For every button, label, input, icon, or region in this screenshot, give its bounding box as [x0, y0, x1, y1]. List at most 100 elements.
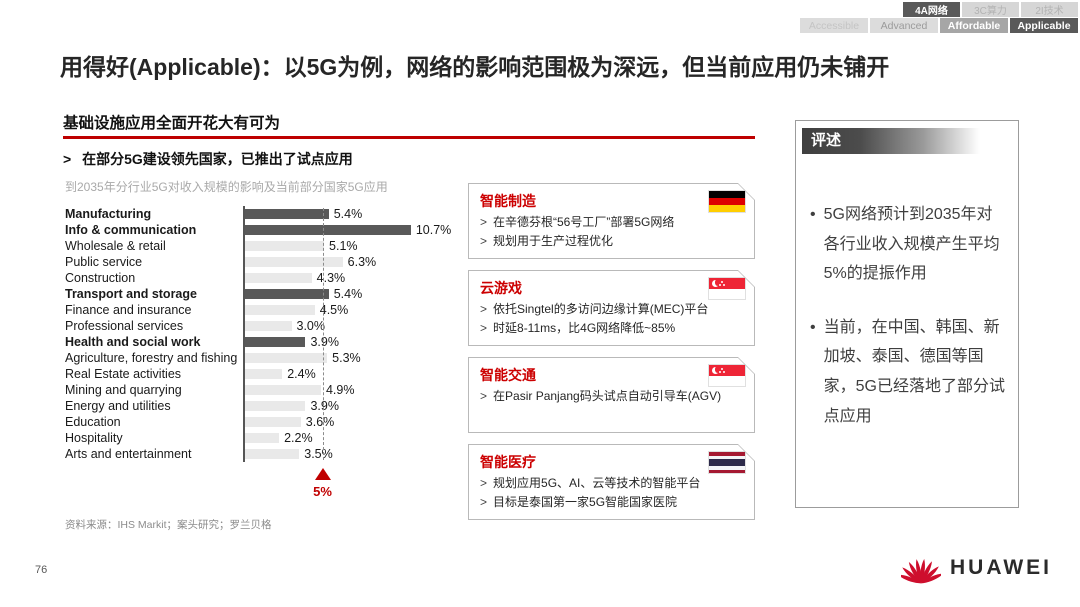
tab-3c-computing[interactable]: 3C算力 [962, 2, 1019, 17]
lead-bullet: > 在部分5G建设领先国家，已推出了试点应用 [63, 149, 353, 169]
nav-row-topics: 4A网络 3C算力 2I技术 [903, 2, 1078, 17]
card-bullet-text: 在Pasir Panjang码头试点自动引导车(AGV) [493, 389, 722, 403]
chart-row: Transport and storage 5.4% [65, 286, 469, 302]
chart-category-label: Arts and entertainment [65, 447, 192, 461]
chart-bar-area: 5.4% [243, 286, 469, 302]
card-bullet: > 时延8-11ms，比4G网络降低~85% [480, 319, 744, 338]
chart-bar-value: 10.7% [415, 223, 452, 237]
tab-accessible[interactable]: Accessible [800, 18, 868, 33]
card-bullet-text: 在辛德芬根“56号工厂”部署5G网络 [493, 215, 675, 229]
chart-row: Manufacturing 5.4% [65, 206, 469, 222]
chart-row: Education 3.6% [65, 414, 469, 430]
chart-row: Agriculture, forestry and fishing 5.3% [65, 350, 469, 366]
chart-bar-value: 3.5% [304, 447, 333, 461]
tab-4a-network[interactable]: 4A网络 [903, 2, 960, 17]
card-bullet: > 规划用于生产过程优化 [480, 232, 744, 251]
comment-bullet: • 当前，在中国、韩国、新加坡、泰国、德国等国家，5G已经落地了部分试点应用 [810, 313, 1006, 431]
chart-category-label: Transport and storage [65, 287, 197, 301]
page-number: 76 [35, 564, 48, 576]
chart-bar [245, 321, 292, 331]
chart-row: Arts and entertainment 3.5% [65, 446, 469, 462]
comment-panel-body: • 5G网络预计到2035年对各行业收入规模产生平均5%的提振作用 • 当前，在… [796, 200, 1018, 431]
chart-bar-value: 5.4% [333, 287, 363, 301]
section-underline [63, 136, 755, 139]
card-bullet: > 规划应用5G、AI、云等技术的智能平台 [480, 474, 744, 493]
chart-bar [245, 241, 325, 251]
chart-row: Info & communication 10.7% [65, 222, 469, 238]
chevron-icon: > [480, 233, 488, 248]
thailand-flag-icon [709, 452, 745, 473]
chart-bar [245, 449, 300, 459]
comment-panel-header: 评述 [802, 128, 1011, 154]
chart-bar-value: 4.9% [325, 383, 355, 397]
card-bullet-text: 规划应用5G、AI、云等技术的智能平台 [493, 476, 701, 490]
chart-category-label: Construction [65, 271, 136, 285]
chart-bar-value: 4.3% [316, 271, 346, 285]
chart-bar-value: 3.9% [310, 335, 339, 349]
industry-impact-bar-chart: Manufacturing 5.4% Info & communication 10.… [65, 206, 469, 508]
chevron-icon: > [480, 389, 488, 403]
chart-bar-area: 6.3% [243, 254, 469, 270]
chart-category-label: Mining and quarrying [65, 383, 182, 397]
chart-bar-area: 3.9% [243, 398, 469, 414]
chart-row: Health and social work 3.9% [65, 334, 469, 350]
card-bullet: > 目标是泰国第一家5G智能国家医院 [480, 493, 744, 512]
source-note: 资料来源：IHS Markit；案头研究；罗兰贝格 [65, 519, 272, 531]
chart-bar-area: 3.9% [243, 334, 469, 350]
huawei-logo-icon [901, 558, 941, 584]
chart-row: Construction 4.3% [65, 270, 469, 286]
chart-category-label: Hospitality [65, 431, 123, 445]
tab-applicable[interactable]: Applicable [1010, 18, 1078, 33]
chevron-icon: > [480, 476, 488, 490]
tab-affordable[interactable]: Affordable [940, 18, 1008, 33]
chart-bar [245, 273, 312, 283]
bullet-dot-icon: • [810, 318, 816, 336]
chart-row: Public service 6.3% [65, 254, 469, 270]
chart-category-label: Manufacturing [65, 207, 152, 221]
card-title: 智能制造 [480, 193, 536, 209]
chart-bar-value: 3.6% [305, 415, 335, 429]
chevron-icon: > [480, 302, 488, 316]
chart-bar-area: 2.2% [243, 430, 469, 446]
chart-bar-value: 5.1% [329, 239, 358, 253]
tab-2i-technology[interactable]: 2I技术 [1021, 2, 1078, 17]
section-heading: 基础设施应用全面开花大有可为 [63, 115, 281, 132]
reference-label: 5% [313, 484, 332, 499]
chart-bar-value: 4.5% [319, 303, 349, 317]
chart-bar-value: 3.9% [310, 399, 339, 413]
chart-row: Wholesale & retail 5.1% [65, 238, 469, 254]
singapore-flag-icon [709, 365, 745, 386]
comment-bullet: • 5G网络预计到2035年对各行业收入规模产生平均5%的提振作用 [810, 200, 1006, 289]
chevron-icon: > [480, 320, 488, 335]
chart-category-label: Real Estate activities [65, 367, 182, 381]
chart-bar [245, 353, 328, 363]
chart-category-label: Energy and utilities [65, 399, 171, 413]
brand-name: HUAWEI [950, 556, 1052, 579]
brand-logo: HUAWEI [901, 551, 1052, 585]
chart-row: Finance and insurance 4.5% [65, 302, 469, 318]
chart-bar-area: 10.7% [243, 222, 469, 238]
chart-category-label: Info & communication [65, 223, 197, 237]
use-case-card: 智能制造 > 在辛德芬根“56号工厂”部署5G网络 > 规划用于生产过程优化 [468, 183, 755, 259]
chart-category-label: Public service [65, 255, 143, 269]
chart-category-label: Education [65, 415, 121, 429]
chart-bar-area: 3.6% [243, 414, 469, 430]
chart-bar-area: 3.5% [243, 446, 469, 462]
chart-bar-area: 3.0% [243, 318, 469, 334]
reference-line [322, 208, 324, 460]
lead-bullet-text: 在部分5G建设领先国家，已推出了试点应用 [82, 151, 353, 167]
card-bullet-text: 规划用于生产过程优化 [493, 233, 614, 248]
card-bullet: > 依托Singtel的多访问边缘计算(MEC)平台 [480, 300, 744, 319]
chart-bar [245, 417, 301, 427]
chart-bar-value: 5.3% [332, 351, 361, 365]
comment-bullet-text: 当前，在中国、韩国、新加坡、泰国、德国等国家，5G已经落地了部分试点应用 [823, 318, 1005, 425]
chevron-icon: > [63, 151, 72, 167]
chart-title: 到2035年分行业5G对收入规模的影响及当前部分国家5G应用 [65, 180, 388, 194]
chevron-icon: > [480, 494, 488, 509]
card-title: 云游戏 [480, 280, 522, 296]
tab-advanced[interactable]: Advanced [870, 18, 938, 33]
chart-bar-value: 5.4% [333, 207, 363, 221]
chart-bar [245, 289, 329, 299]
chart-bar [245, 305, 315, 315]
